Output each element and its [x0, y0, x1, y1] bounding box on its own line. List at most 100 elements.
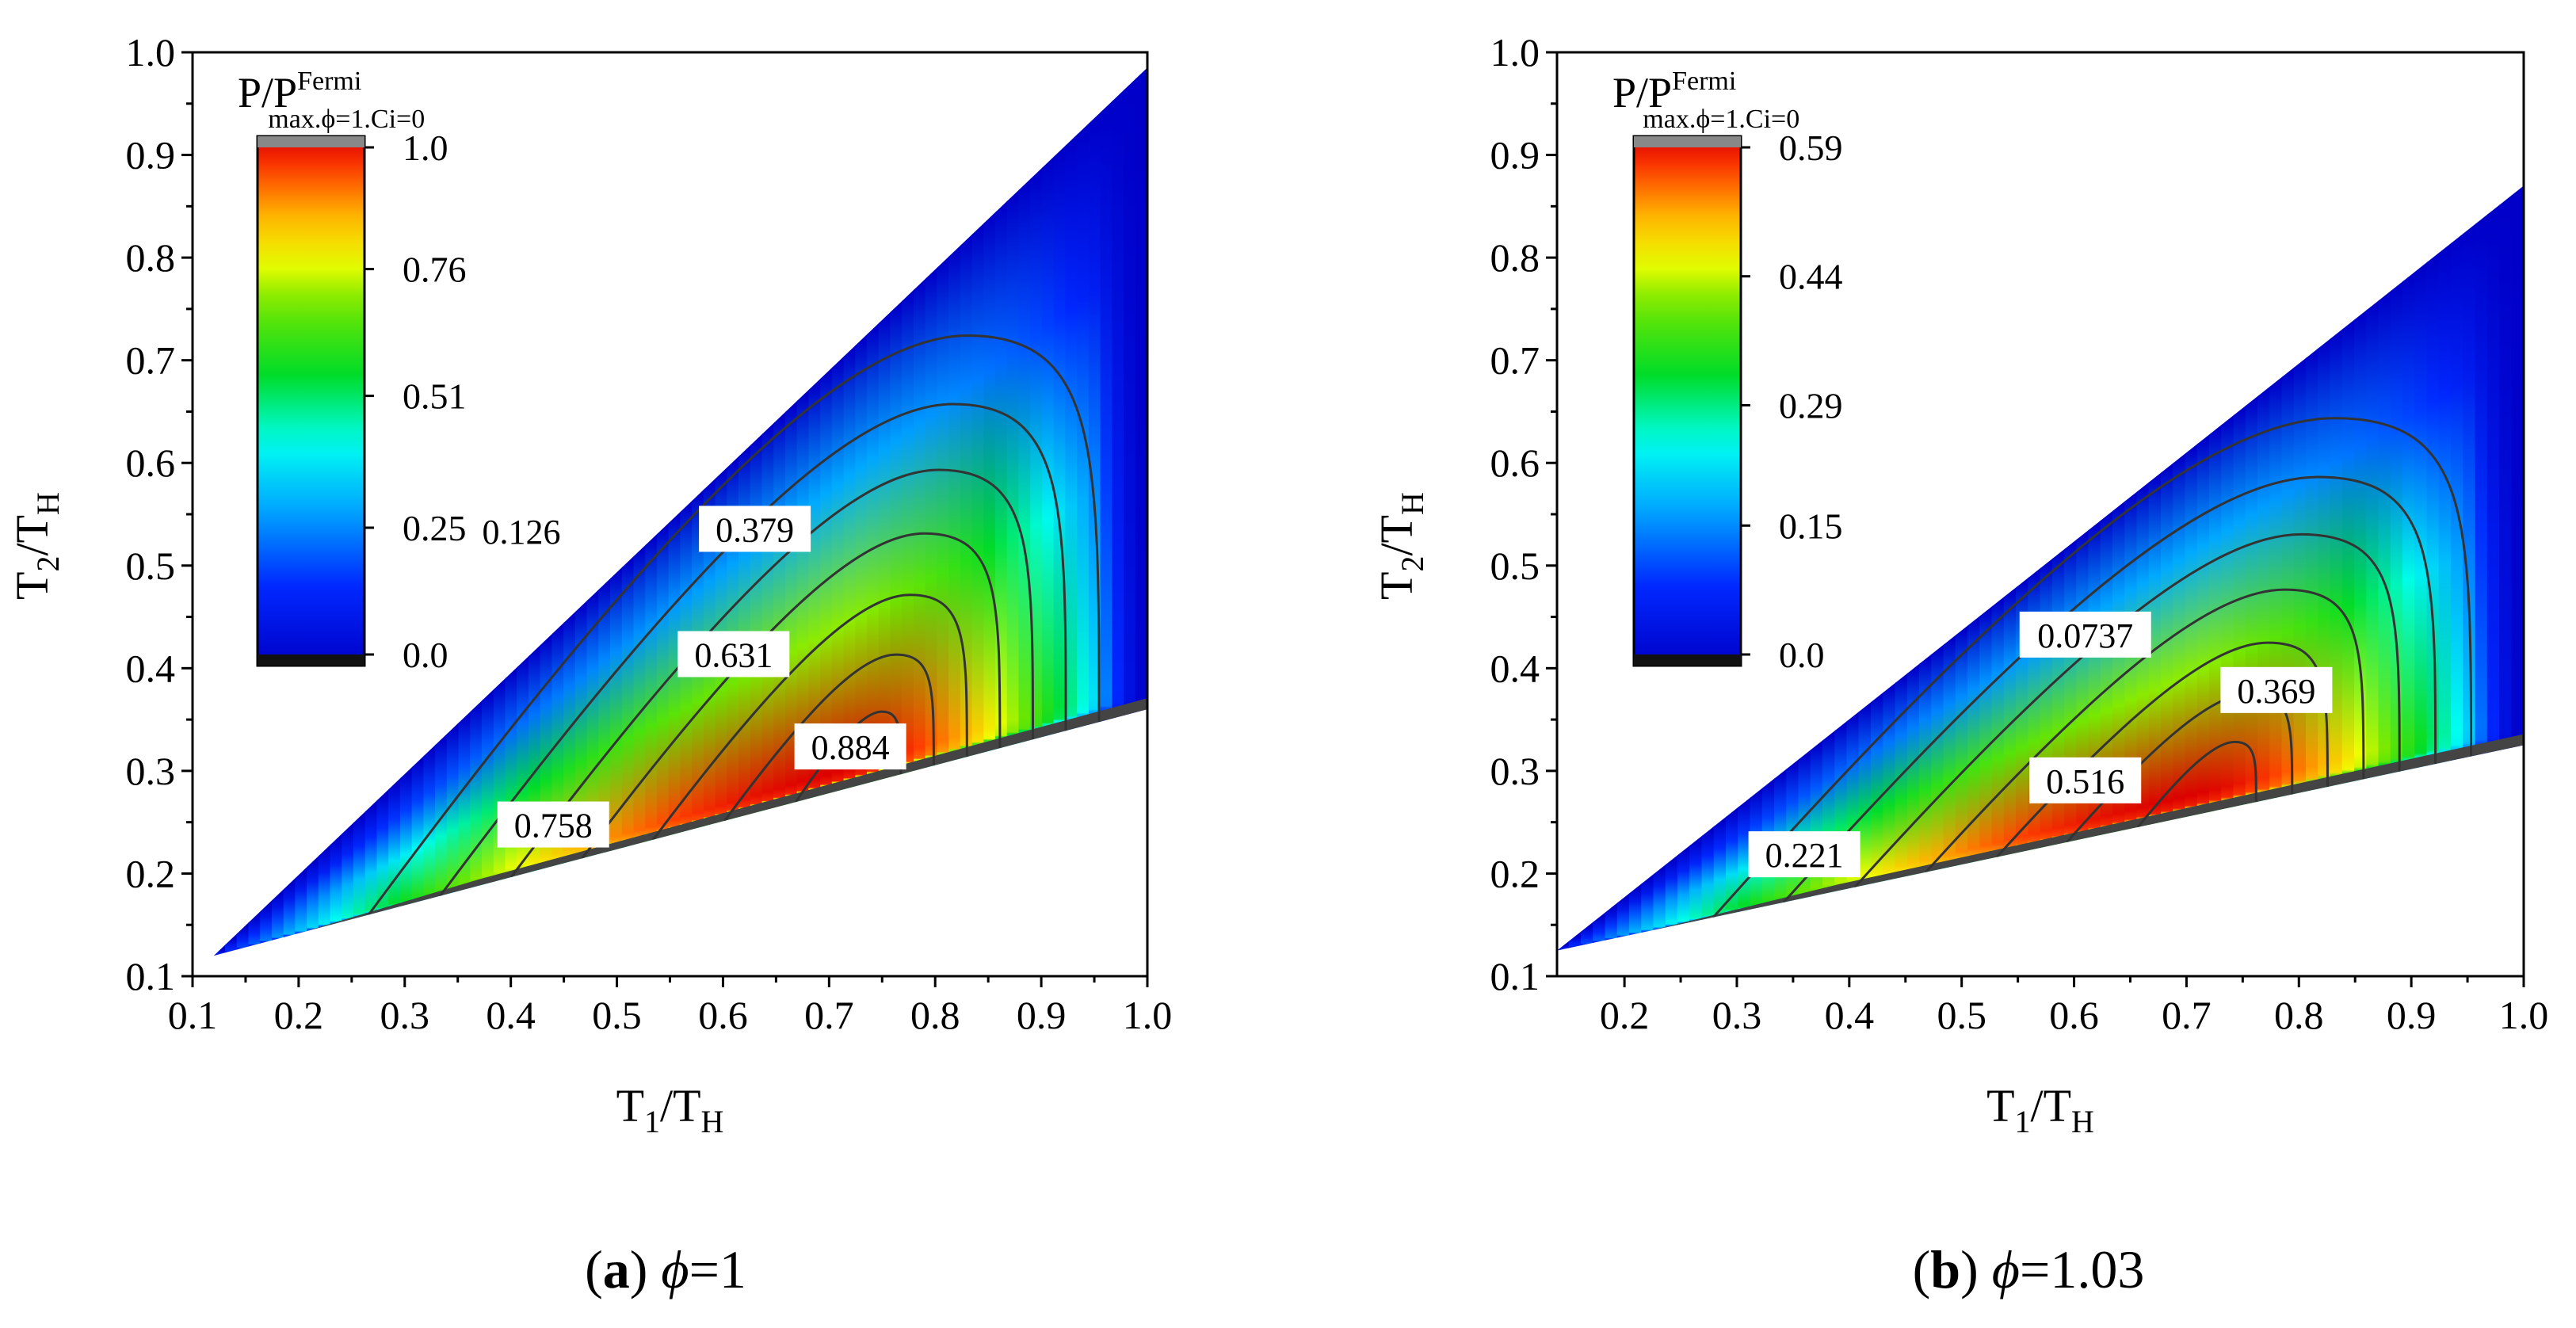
heatmap-column	[2040, 185, 2054, 951]
heatmap-column	[1871, 185, 1884, 951]
heatmap-column	[2028, 185, 2041, 951]
contour-label-box	[794, 723, 906, 770]
y-tick-label: 0.6	[1490, 441, 1540, 485]
heatmap-column	[2245, 185, 2259, 951]
y-axis-title-part: /T	[6, 515, 58, 556]
heatmap-column	[2088, 185, 2102, 951]
contour-label: 0.0737	[2019, 611, 2151, 658]
colorbar-underflow-cap	[258, 654, 364, 666]
colorbar-gradient	[256, 135, 366, 667]
caption-letter: a	[603, 1239, 630, 1299]
colorbar-overflow-cap	[1634, 136, 1741, 147]
heatmap-column	[1065, 67, 1078, 956]
lower-boundary-band	[298, 698, 1147, 933]
heatmap-column	[1112, 67, 1125, 956]
colorbar-tick-label: 0.44	[1779, 257, 1843, 297]
heatmap-column	[925, 67, 938, 956]
caption-open: (	[585, 1239, 603, 1299]
contour-label: 0.631	[677, 631, 790, 677]
contour-label-value: 0.0737	[2037, 616, 2133, 655]
heatmap-column	[2354, 185, 2368, 951]
colorbar-tick-label: 0.0	[403, 635, 448, 675]
heatmap-column	[225, 67, 239, 956]
contour-label-box	[2220, 666, 2333, 713]
colorbar-tick-label: 0.51	[403, 376, 467, 417]
heatmap-column	[1906, 185, 1921, 951]
y-tick-label: 0.7	[1490, 338, 1540, 383]
contour-label: 0.379	[699, 506, 811, 552]
colorbar-tick-label: 0.59	[1779, 128, 1843, 168]
contour-label-value: 0.369	[2237, 672, 2315, 711]
heatmap-column	[1943, 185, 1957, 951]
heatmap-column	[960, 67, 974, 956]
heatmap-column	[1979, 185, 1993, 951]
y-tick-label: 0.3	[126, 749, 176, 793]
heatmap-column	[2438, 185, 2452, 951]
heatmap-column	[621, 67, 635, 956]
heatmap-column	[2233, 185, 2247, 951]
x-axis-title-part: /T	[2031, 1080, 2072, 1131]
x-tick-label: 0.3	[1712, 993, 1762, 1037]
caption-value: =1	[689, 1239, 746, 1299]
y-tick-label: 1.0	[1490, 30, 1540, 74]
y-tick-label: 0.9	[1490, 133, 1540, 177]
heatmap-column	[2366, 185, 2379, 951]
heatmap-column	[1557, 185, 1570, 951]
y-tick-label: 0.6	[126, 441, 176, 485]
heatmap-column	[1018, 67, 1032, 956]
x-axis-title-part: H	[2071, 1104, 2094, 1139]
heatmap-column	[2402, 185, 2416, 951]
heatmap-column	[2016, 185, 2029, 951]
y-tick-label: 0.5	[126, 544, 176, 588]
colorbar-title-sub: max.ϕ=1.Ci=0	[1643, 105, 1799, 134]
x-axis-title-part: T	[616, 1080, 644, 1131]
heatmap-column	[388, 67, 402, 956]
heatmap-column	[1967, 185, 1981, 951]
contour-line	[439, 403, 1067, 897]
caption-value: =1.03	[2020, 1239, 2144, 1299]
x-tick-label: 0.9	[2387, 993, 2437, 1037]
heatmap-column	[2306, 185, 2319, 951]
heatmap-column	[1568, 185, 1582, 951]
heatmap-column	[1124, 67, 1137, 956]
x-axis-title-part: T	[1986, 1080, 2014, 1131]
heatmap-column	[1919, 185, 1933, 951]
caption-symbol: ϕ	[1992, 1239, 2020, 1299]
x-axis-title-part: /T	[660, 1080, 701, 1131]
colorbar-title: P/PFermi max.ϕ=1.Ci=0	[238, 67, 425, 134]
contour-line	[1853, 532, 2401, 888]
y-tick-label: 0.7	[126, 338, 176, 383]
contour-line	[1925, 588, 2365, 873]
heatmap-column	[2161, 185, 2174, 951]
heatmap-column	[902, 67, 915, 956]
caption-symbol: ϕ	[661, 1239, 689, 1299]
heatmap-column	[610, 67, 624, 956]
colorbar-title-main: P/P	[1612, 69, 1672, 116]
panel-b: 0.2 0.3 0.4 0.5 0.6 0.7 0.8 0.9 1.0 0.1 0.2 0.3 0.4 0…	[1371, 30, 2548, 1299]
heatmap-column	[2281, 185, 2296, 951]
colorbar-overflow-cap	[258, 136, 364, 147]
heatmap-column	[855, 67, 868, 956]
heatmap-column	[971, 67, 985, 956]
x-tick-label: 0.6	[698, 993, 748, 1037]
heatmap-column	[1041, 67, 1055, 956]
heatmap-column	[1858, 185, 1872, 951]
y-tick-label: 0.4	[1490, 646, 1540, 690]
heatmap-column	[2475, 185, 2489, 951]
colorbar: 1.0 0.76 0.51 0.25 0.0 P/PFermi max.ϕ=1.Ci=0	[238, 67, 467, 675]
heatmap-column	[2173, 185, 2186, 951]
colorbar-title-sup: Fermi	[297, 67, 361, 96]
x-axis-title-part: 1	[2015, 1104, 2031, 1139]
x-tick-label: 0.2	[274, 993, 324, 1037]
contour-label-box	[465, 508, 578, 555]
contour-label-box	[2029, 757, 2142, 803]
x-tick-label: 0.2	[1600, 993, 1650, 1037]
heatmap-column	[2499, 185, 2513, 951]
heatmap-column	[2330, 185, 2344, 951]
heatmap-column	[2136, 185, 2150, 951]
heatmap-column	[2486, 185, 2501, 951]
heatmap-column	[236, 67, 250, 956]
heatmap-column	[1931, 185, 1944, 951]
heatmap-column	[1100, 67, 1113, 956]
